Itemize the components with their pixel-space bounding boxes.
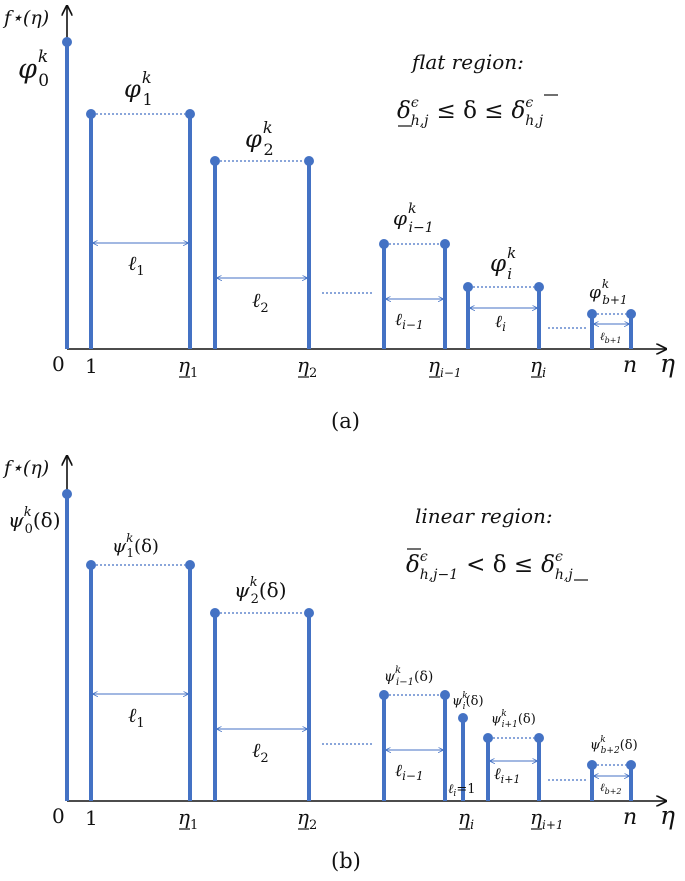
bar-b+1 (587, 309, 636, 349)
svg-text:η2: η2 (297, 353, 317, 381)
step-label-b+1: φk b+1 (589, 277, 628, 307)
x-tick-eta-i+1: ηi+1 (530, 805, 564, 832)
bar-2 (210, 156, 314, 349)
length-label-2: ℓ2 (252, 738, 269, 766)
step-label-i: ψk i(δ) (452, 691, 484, 712)
x-tick-eta-i-1: ηi−1 (428, 353, 462, 380)
step-label-i-1: φk i−1 (393, 201, 434, 236)
region-title: flat region: (410, 50, 524, 74)
svg-text:δϵh,j−1< δ ≤δϵh,j: δϵ h,j−1 < δ ≤ δϵ h,j (406, 549, 573, 583)
x-tick-n: n (623, 805, 637, 830)
step-label-b+2: ψk b+2(δ) (590, 735, 638, 756)
svg-text:ηi+1: ηi+1 (530, 805, 564, 832)
length-label-b+2: ℓb+2 (600, 781, 622, 796)
length-label-2: ℓ2 (252, 288, 269, 316)
bar-i-1 (379, 239, 450, 349)
x-tick-eta2: η2 (297, 353, 317, 381)
length-label-1: ℓ1 (128, 251, 145, 279)
svg-text:δϵh,j≤ δ ≤δϵh,j: δϵ h,j ≤ δ ≤ δϵ h,j (397, 95, 544, 129)
bar-0 (62, 489, 72, 801)
svg-text:η1: η1 (178, 805, 198, 833)
panel-b: f⋆(η) η 0 (2, 456, 675, 873)
step-label-0: φk 0 (18, 47, 49, 91)
x-tick-1: 1 (85, 806, 98, 830)
x-tick-eta1: η1 (178, 353, 198, 381)
bar-i+1 (483, 733, 544, 801)
length-label-i: ℓi (495, 312, 506, 334)
step-label-2: ψk 2(δ) (234, 575, 287, 607)
svg-text:ηi: ηi (530, 353, 546, 381)
caption-b: (b) (331, 849, 361, 873)
length-label-i-1: ℓi−1 (395, 310, 424, 332)
x-tick-n: n (623, 353, 637, 378)
x-tick-eta-i: ηi (530, 353, 546, 381)
caption-a: (a) (331, 409, 360, 433)
x-tick-eta2: η2 (297, 805, 317, 833)
bar-i (463, 282, 544, 349)
x-tick-eta1: η1 (178, 805, 198, 833)
panel-a: f⋆(η) η 0 (2, 6, 675, 433)
length-label-i+1: ℓi+1 (494, 764, 520, 786)
bar-i (458, 713, 468, 801)
svg-text:ηi: ηi (458, 805, 474, 833)
step-label-0: ψk 0(δ) (8, 505, 61, 537)
bar-b+2 (587, 760, 636, 801)
bar-1 (86, 109, 195, 349)
origin-label: 0 (52, 352, 65, 376)
region-condition: δϵ h,j ≤ δ ≤ δϵ h,j (397, 94, 558, 129)
length-label-b+1: ℓb+1 (600, 330, 622, 345)
bar-i-1 (379, 690, 450, 801)
bar-0 (62, 37, 72, 349)
step-label-i: φk i (490, 244, 516, 283)
svg-text:ηi−1: ηi−1 (428, 353, 462, 380)
x-tick-1: 1 (85, 354, 98, 378)
origin-label: 0 (52, 804, 65, 828)
y-axis-label: f⋆(η) (2, 7, 49, 29)
length-label-i: ℓi=1 (448, 782, 475, 799)
step-label-2: φk 2 (245, 118, 274, 159)
length-label-i-1: ℓi−1 (395, 761, 424, 783)
x-tick-eta-i: ηi (458, 805, 474, 833)
step-label-i+1: ψk i+1(δ) (491, 709, 536, 730)
step-label-1: ψk 1(δ) (112, 531, 159, 560)
length-label-1: ℓ1 (128, 703, 145, 731)
region-condition: δϵ h,j−1 < δ ≤ δϵ h,j (406, 548, 588, 583)
region-title: linear region: (415, 504, 553, 528)
svg-text:η1: η1 (178, 353, 198, 381)
svg-text:η2: η2 (297, 805, 317, 833)
y-axis-label: f⋆(η) (2, 457, 49, 479)
bar-2 (210, 608, 314, 801)
x-axis-label: η (660, 801, 675, 830)
bar-1 (86, 560, 195, 801)
step-label-i-1: ψk i−1(δ) (384, 665, 433, 688)
x-axis-label: η (660, 349, 675, 378)
step-label-1: φk 1 (124, 68, 153, 109)
